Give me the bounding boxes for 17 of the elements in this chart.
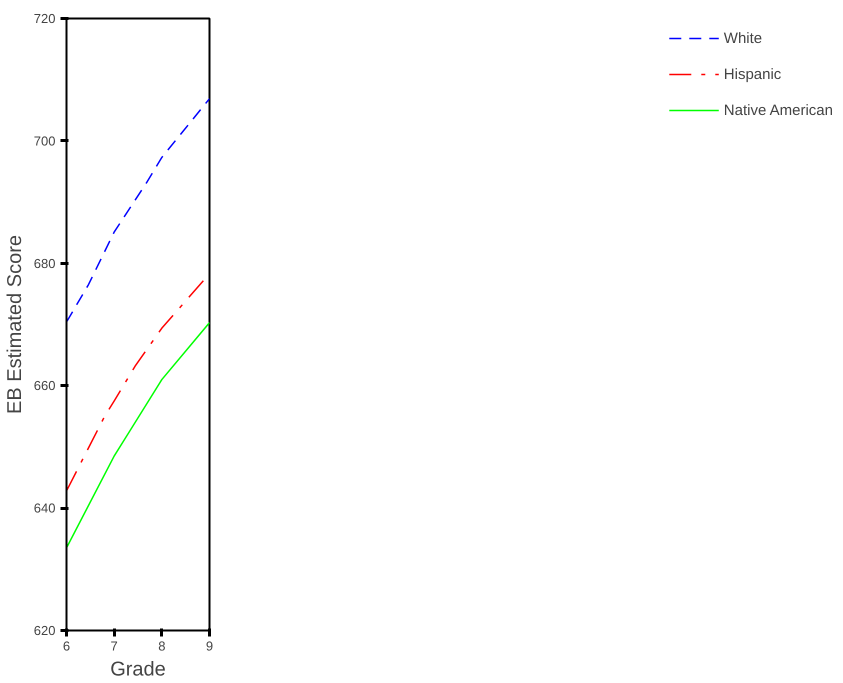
line-series <box>66 322 210 549</box>
x-tick-label: 7 <box>110 638 118 654</box>
x-tick-label: 9 <box>206 638 214 654</box>
y-tick-label: 680 <box>34 256 56 271</box>
x-tick-label: 6 <box>62 638 70 654</box>
y-tick-label: 640 <box>34 500 56 516</box>
x-tick-label: 8 <box>158 638 166 654</box>
y-tick-label: 700 <box>34 133 56 148</box>
legend-label: Hispanic <box>724 66 782 82</box>
y-tick-label: 620 <box>34 623 56 638</box>
y-tick-label: 720 <box>34 11 56 26</box>
line-series <box>66 98 210 323</box>
y-tick-label: 660 <box>34 378 56 394</box>
legend-label: White <box>724 30 762 46</box>
y-axis-title: EB Estimated Score <box>4 235 26 414</box>
x-axis-title: Grade <box>110 658 166 680</box>
legend-label: Native American <box>724 102 833 118</box>
